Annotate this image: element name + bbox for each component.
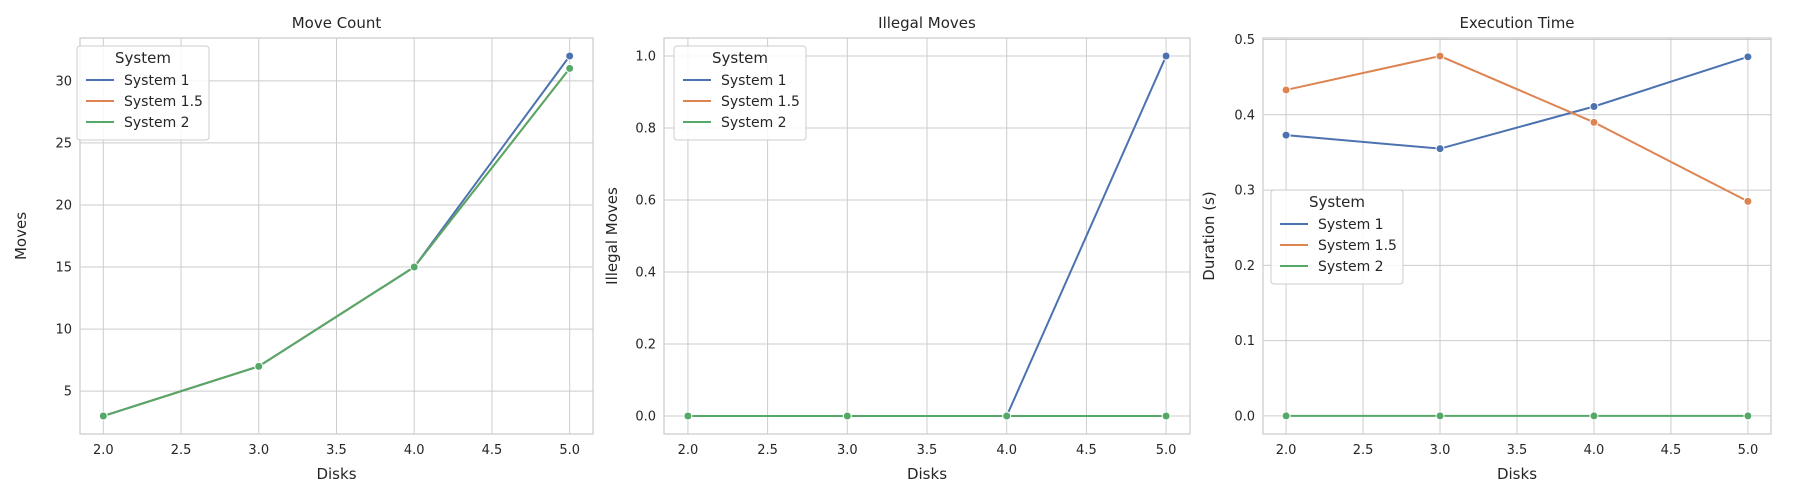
x-tick-label: 2.5	[171, 443, 192, 458]
chart-panel-3: 2.0 2.5 3.0 3.5 4.0 4.5 5.0 0.0 0.1 0.2 0.3 0.4 0.5 E…	[1200, 14, 1772, 483]
legend: System System 1 System 1.5 System 2	[1270, 189, 1404, 285]
x-tick-label: 2.5	[1353, 443, 1374, 458]
x-tick-label: 5.0	[559, 443, 580, 458]
data-point	[1589, 102, 1599, 112]
data-point	[565, 51, 575, 61]
y-tick-label: 15	[55, 261, 72, 276]
series-line-system-1	[1286, 55, 1749, 150]
chart-title: Illegal Moves	[878, 14, 976, 32]
x-tick-label: 3.5	[1507, 443, 1528, 458]
plot-frame	[1262, 37, 1772, 435]
x-axis-label: Disks	[907, 465, 947, 483]
chart-title: Move Count	[292, 14, 382, 32]
y-tick-label: 20	[55, 198, 72, 213]
data-point	[1161, 51, 1171, 61]
y-axis-label: Illegal Moves	[603, 187, 621, 285]
x-tick-label: 4.5	[1661, 443, 1682, 458]
x-tick-label: 3.0	[248, 443, 269, 458]
y-tick-label: 0.5	[1234, 33, 1255, 48]
data-point	[1281, 130, 1291, 140]
x-tick-label: 3.5	[326, 443, 347, 458]
y-tick-label: 0.1	[1234, 334, 1255, 349]
data-point	[565, 63, 575, 73]
y-axis-label: Moves	[12, 212, 30, 260]
x-tick-label: 2.0	[1276, 443, 1297, 458]
legend: System System 1 System 1.5 System 2	[76, 45, 210, 141]
legend-title: System	[115, 49, 171, 67]
x-tick-label: 2.0	[678, 443, 699, 458]
legend-item-label: System 1.5	[1318, 238, 1397, 254]
x-tick-label: 4.5	[482, 443, 503, 458]
y-tick-label: 0.0	[635, 410, 656, 425]
x-tick-label: 3.0	[837, 443, 858, 458]
data-point	[1589, 117, 1599, 127]
y-tick-label: 0.2	[1234, 259, 1255, 274]
data-point	[1435, 51, 1445, 61]
legend-title: System	[1309, 193, 1365, 211]
data-point	[683, 411, 693, 421]
legend-item-label: System 1.5	[721, 94, 800, 110]
chart-panel-2: 2.0 2.5 3.0 3.5 4.0 4.5 5.0 0.0 0.2 0.4 0.6 0.8 1.0 I…	[603, 14, 1191, 483]
data-point	[1435, 411, 1445, 421]
legend-item-label: System 2	[124, 115, 190, 131]
y-tick-label: 0.4	[635, 266, 656, 281]
data-point	[409, 262, 419, 272]
y-tick-label: 0.0	[1234, 409, 1255, 424]
y-tick-label: 1.0	[635, 50, 656, 65]
x-tick-label: 4.5	[1076, 443, 1097, 458]
x-tick-label: 4.0	[404, 443, 425, 458]
x-tick-label: 3.0	[1430, 443, 1451, 458]
chart-title: Execution Time	[1459, 14, 1574, 32]
chart-panel-1: 2.0 2.5 3.0 3.5 4.0 4.5 5.0 5 10 15 20 25 30 Move Cou…	[12, 14, 594, 483]
x-axis-label: Disks	[1497, 465, 1537, 483]
legend-box	[673, 45, 807, 141]
y-tick-label: 0.3	[1234, 184, 1255, 199]
x-tick-label: 2.5	[757, 443, 778, 458]
data-point	[1281, 85, 1291, 95]
plot-frame	[663, 37, 1191, 435]
legend-box	[76, 45, 210, 141]
x-tick-label: 5.0	[1738, 443, 1759, 458]
y-tick-label: 0.8	[635, 122, 656, 137]
legend-item-label: System 1.5	[124, 94, 203, 110]
legend-title: System	[712, 49, 768, 67]
data-point	[1589, 411, 1599, 421]
y-tick-label: 0.6	[635, 194, 656, 209]
data-point	[1281, 411, 1291, 421]
data-point	[842, 411, 852, 421]
legend-item-label: System 1	[1318, 217, 1384, 233]
data-point	[1743, 196, 1753, 206]
x-tick-label: 3.5	[917, 443, 938, 458]
data-point	[1435, 144, 1445, 154]
legend-box	[1270, 189, 1404, 285]
data-point	[1743, 411, 1753, 421]
y-tick-label: 10	[55, 323, 72, 338]
series-line-system-2	[103, 67, 571, 417]
legend-item-label: System 2	[1318, 259, 1384, 275]
plot-frame	[79, 37, 594, 435]
y-tick-label: 0.4	[1234, 108, 1255, 123]
x-tick-label: 4.0	[1584, 443, 1605, 458]
data-point	[1743, 52, 1753, 62]
y-tick-label: 5	[64, 385, 72, 400]
series-line-system-1-5	[1285, 55, 1749, 203]
y-tick-label: 30	[55, 74, 72, 89]
legend: System System 1 System 1.5 System 2	[673, 45, 807, 141]
legend-item-label: System 2	[721, 115, 787, 131]
x-axis-label: Disks	[316, 465, 356, 483]
legend-item-label: System 1	[721, 73, 787, 89]
legend-item-label: System 1	[124, 73, 190, 89]
y-tick-label: 0.2	[635, 338, 656, 353]
x-tick-label: 4.0	[996, 443, 1017, 458]
data-point	[98, 411, 108, 421]
x-tick-label: 5.0	[1156, 443, 1177, 458]
y-axis-label: Duration (s)	[1200, 191, 1218, 280]
data-point	[1161, 411, 1171, 421]
y-tick-label: 25	[55, 136, 72, 151]
data-point	[254, 361, 264, 371]
data-point	[1002, 411, 1012, 421]
x-tick-label: 2.0	[93, 443, 114, 458]
